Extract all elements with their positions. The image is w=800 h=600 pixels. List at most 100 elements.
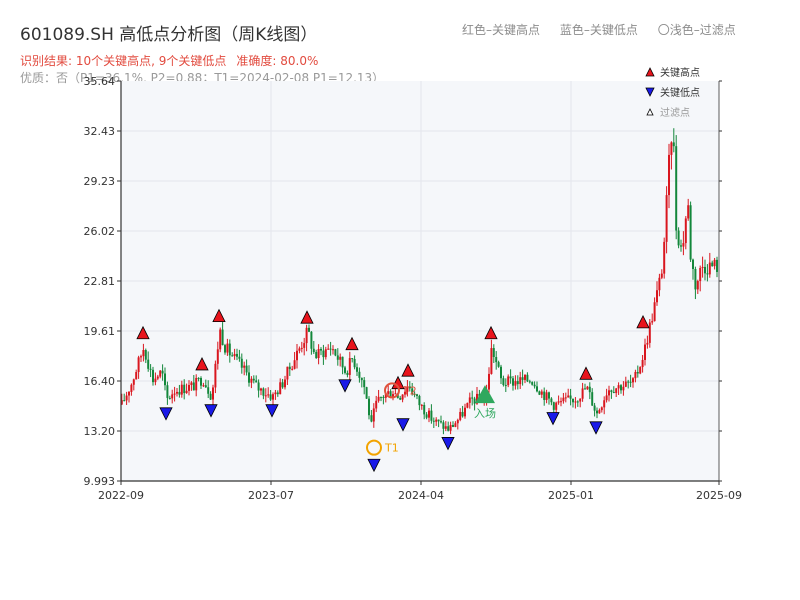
key-low-marker bbox=[204, 404, 218, 418]
candle-body bbox=[634, 371, 637, 379]
t1-marker bbox=[366, 439, 382, 456]
candle-body bbox=[492, 348, 495, 357]
key-low-marker bbox=[367, 458, 381, 473]
candle-body bbox=[180, 384, 183, 395]
candle-body bbox=[430, 410, 433, 421]
candle-body bbox=[531, 382, 534, 385]
result-line: 识别结果: 10个关键高点, 9个关键低点 准确度: 80.0% bbox=[20, 52, 318, 69]
candle-body bbox=[490, 348, 493, 374]
candle-body bbox=[622, 386, 625, 391]
candle-body bbox=[651, 321, 654, 323]
candle-body bbox=[550, 398, 553, 403]
candle-body bbox=[512, 378, 514, 386]
candle-body bbox=[471, 397, 474, 399]
candle-body bbox=[560, 401, 562, 403]
candle-body bbox=[543, 391, 546, 400]
y-tick-label: 9.993 bbox=[84, 475, 116, 488]
axes-ticks: 9.993 13.20 16.40 19.61 22.81 26.02 29.23 32.43… bbox=[84, 75, 742, 502]
candle-body bbox=[154, 378, 157, 383]
candle-body bbox=[130, 384, 133, 392]
candle-body bbox=[473, 398, 476, 404]
candle-body bbox=[454, 423, 457, 427]
candle-body bbox=[461, 411, 464, 417]
candle-body bbox=[588, 386, 591, 393]
candle-body bbox=[675, 146, 678, 231]
candle-body bbox=[468, 397, 471, 403]
key-high-marker bbox=[579, 366, 593, 380]
candle-body bbox=[334, 349, 337, 356]
candle-body bbox=[413, 394, 416, 396]
candle-body bbox=[125, 395, 128, 401]
candle-body bbox=[538, 391, 541, 395]
candle-body bbox=[375, 400, 378, 409]
grid-lines bbox=[121, 81, 719, 481]
key-high-marker bbox=[300, 310, 314, 324]
candle-body bbox=[344, 367, 346, 373]
candle-body bbox=[171, 394, 174, 399]
header-legend-red: 红色–关键高点 bbox=[462, 23, 541, 37]
candle-body bbox=[274, 392, 277, 395]
candle-body bbox=[447, 426, 450, 431]
candle-body bbox=[706, 273, 709, 275]
t2-label: T2 bbox=[402, 384, 417, 397]
candle-body bbox=[291, 368, 294, 370]
candle-body bbox=[684, 218, 687, 244]
candle-body bbox=[612, 391, 615, 394]
candle-body bbox=[240, 358, 243, 368]
candle-body bbox=[428, 410, 430, 418]
header-legend-blue: 蓝色–关键低点 bbox=[559, 23, 638, 37]
candle-body bbox=[502, 378, 505, 386]
candle-body bbox=[303, 343, 306, 348]
candle-body bbox=[495, 356, 498, 363]
candle-body bbox=[296, 350, 298, 361]
candle-body bbox=[488, 373, 490, 390]
candle-body bbox=[617, 385, 620, 389]
candle-body bbox=[173, 393, 176, 395]
candle-body bbox=[555, 402, 558, 410]
candle-body bbox=[442, 422, 445, 429]
entry-marker bbox=[475, 385, 495, 404]
candle-body bbox=[156, 376, 159, 379]
candle-body bbox=[384, 393, 387, 398]
candle-body bbox=[317, 349, 320, 359]
candle-body bbox=[132, 379, 135, 385]
candle-body bbox=[668, 154, 670, 196]
candle-body bbox=[519, 377, 522, 385]
candle-body bbox=[574, 401, 577, 403]
candle-body bbox=[192, 382, 195, 391]
chart-title: 601089.SH 高低点分析图（周K线图） bbox=[20, 25, 318, 45]
candle-body bbox=[120, 400, 123, 405]
candle-body bbox=[444, 426, 447, 429]
candle-body bbox=[363, 380, 366, 388]
key-high-marker bbox=[636, 314, 650, 329]
candle-body bbox=[128, 391, 130, 396]
candle-body bbox=[694, 268, 697, 290]
candle-body bbox=[545, 392, 548, 400]
candle-body bbox=[140, 356, 142, 358]
candle-body bbox=[639, 367, 642, 374]
candle-body bbox=[701, 266, 704, 268]
legend-filtered-label: 过滤点 bbox=[660, 106, 690, 119]
candle-body bbox=[279, 382, 282, 395]
key-low-marker bbox=[396, 418, 410, 432]
candle-body bbox=[572, 398, 574, 403]
candle-body bbox=[356, 367, 358, 372]
candle-body bbox=[245, 365, 248, 373]
y-tick-label: 29.23 bbox=[84, 175, 116, 188]
candle-body bbox=[449, 424, 452, 431]
header-legend: 红色–关键高点 蓝色–关键低点 〇浅色–过滤点 bbox=[462, 21, 752, 38]
key-high-marker bbox=[212, 308, 226, 323]
candle-body bbox=[260, 388, 262, 391]
t2-marker bbox=[384, 382, 400, 399]
candle-body bbox=[281, 382, 284, 388]
key-high-marker bbox=[345, 336, 359, 351]
candle-body bbox=[696, 281, 699, 290]
candle-body bbox=[536, 386, 538, 392]
candle-body bbox=[552, 402, 555, 410]
candle-body bbox=[598, 410, 601, 414]
candle-body bbox=[526, 374, 529, 382]
candle-body bbox=[692, 259, 694, 269]
candle-body bbox=[216, 349, 219, 364]
candle-body bbox=[440, 421, 442, 423]
y-tick-label: 22.81 bbox=[84, 275, 116, 288]
